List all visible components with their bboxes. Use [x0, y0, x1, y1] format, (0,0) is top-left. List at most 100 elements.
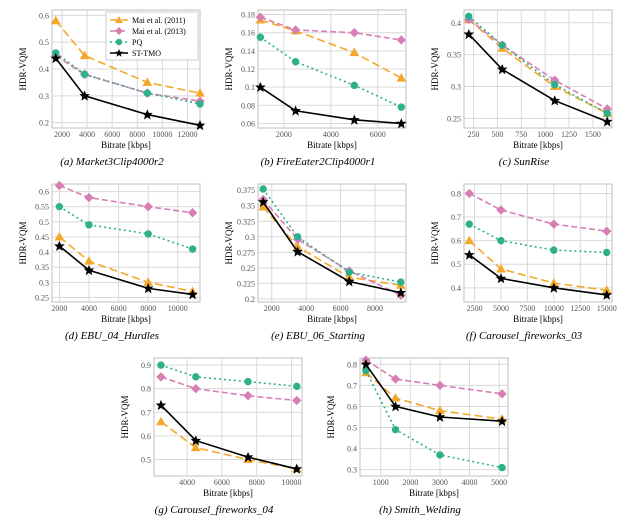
xtick-label: 250: [468, 130, 480, 139]
ytick-label: 0.35: [35, 263, 49, 272]
caption-b: (b) FireEater2Clip4000r1: [224, 156, 412, 168]
xtick-label: 2000: [402, 478, 418, 487]
caption-a: (a) Market3Clip4000r2: [18, 156, 206, 168]
panel-h: 100020003000400050000.30.40.50.60.70.8HD…: [326, 354, 514, 502]
ytick-label: 0.5: [451, 260, 461, 269]
ylabel: HDR-VQM: [430, 47, 440, 90]
xtick-label: 1500: [585, 130, 601, 139]
xtick-label: 8000: [367, 304, 383, 313]
xtick-label: 4000: [462, 478, 478, 487]
xtick-label: 8000: [140, 304, 156, 313]
xtick-label: 6000: [214, 478, 230, 487]
series-marker-pq: [193, 374, 199, 380]
ylabel: HDR-VQM: [18, 47, 28, 90]
ytick-label: 0.7: [451, 213, 461, 222]
xlabel: Bitrate [kbps]: [101, 140, 151, 150]
ytick-label: 0.12: [241, 65, 255, 74]
ytick-label: 0.18: [241, 11, 255, 20]
legend-label-mai2011: Mai et al. (2011): [132, 16, 186, 25]
ytick-label: 0.25: [35, 293, 49, 302]
xtick-label: 2000: [264, 304, 280, 313]
series-marker-pq: [245, 378, 251, 384]
ytick-label: 0.4: [451, 284, 461, 293]
series-marker-pq: [351, 82, 357, 88]
xtick-label: 8000: [249, 478, 265, 487]
ytick-label: 0.375: [237, 186, 255, 195]
legend-label-mai2013: Mai et al. (2013): [132, 27, 186, 36]
ytick-label: 0.8: [451, 189, 461, 198]
series-marker-pq: [158, 362, 164, 368]
ytick-label: 0.7: [141, 408, 151, 417]
ytick-label: 0.8: [141, 385, 151, 394]
ytick-label: 0.6: [347, 402, 357, 411]
series-marker-pq: [466, 221, 472, 227]
legend-label-pq: PQ: [132, 38, 142, 47]
plot-frame: [258, 184, 406, 302]
ytick-label: 0.5: [39, 38, 49, 47]
series-marker-pq: [260, 186, 266, 192]
ytick-label: 0.7: [347, 381, 357, 390]
series-marker-pq: [499, 42, 505, 48]
ytick-label: 0.3: [347, 466, 357, 475]
caption-d: (d) EBU_04_Hurdles: [18, 330, 206, 342]
xtick-label: 6000: [370, 130, 386, 139]
series-marker-pq: [86, 222, 92, 228]
xtick-label: 10000: [152, 130, 172, 139]
series-marker-pq: [498, 237, 504, 243]
ytick-label: 0.6: [451, 237, 461, 246]
xtick-label: 2000: [276, 130, 292, 139]
xtick-label: 10000: [168, 304, 188, 313]
series-marker-pq: [398, 279, 404, 285]
ytick-label: 0.6: [39, 11, 49, 20]
ytick-label: 0.3: [39, 92, 49, 101]
xtick-label: 8000: [129, 130, 145, 139]
xtick-label: 7500: [519, 304, 535, 313]
series-marker-pq: [604, 249, 610, 255]
ytick-label: 0.275: [237, 248, 255, 257]
xtick-label: 4000: [81, 304, 97, 313]
ytick-label: 0.45: [35, 233, 49, 242]
series-marker-pq: [294, 383, 300, 389]
ytick-label: 0.3: [451, 83, 461, 92]
xtick-label: 6000: [333, 304, 349, 313]
ytick-label: 0.1: [245, 83, 255, 92]
xtick-label: 2000: [51, 304, 67, 313]
series-marker-pq: [551, 247, 557, 253]
series-marker-pq: [466, 13, 472, 19]
ytick-label: 0.9: [141, 361, 151, 370]
ytick-label: 0.3: [245, 233, 255, 242]
caption-e: (e) EBU_06_Starting: [224, 330, 412, 342]
xtick-label: 6000: [111, 304, 127, 313]
series-marker-pq: [189, 246, 195, 252]
caption-f: (f) Carousel_fireworks_03: [430, 330, 618, 342]
xtick-label: 500: [491, 130, 503, 139]
series-marker-pq: [197, 101, 203, 107]
ytick-label: 0.2: [245, 295, 255, 304]
series-marker-pq: [392, 426, 398, 432]
xtick-label: 12500: [570, 304, 590, 313]
caption-h: (h) Smith_Welding: [326, 504, 514, 516]
ytick-label: 0.325: [237, 217, 255, 226]
ylabel: HDR-VQM: [18, 221, 28, 264]
xtick-label: 15000: [597, 304, 617, 313]
ylabel: HDR-VQM: [120, 395, 130, 438]
xtick-label: 12000: [177, 130, 197, 139]
series-marker-pq: [257, 34, 263, 40]
ytick-label: 0.5: [39, 218, 49, 227]
xtick-label: 1250: [561, 130, 577, 139]
ytick-label: 0.14: [241, 47, 255, 56]
legend: Mai et al. (2011) Mai et al. (2013) PQ ST-T…: [106, 12, 198, 60]
legend-label-sttmo: ST-TMO: [132, 49, 161, 58]
xtick-label: 10000: [282, 478, 302, 487]
ytick-label: 0.225: [237, 279, 255, 288]
xtick-label: 2500: [467, 304, 483, 313]
xtick-label: 1000: [537, 130, 553, 139]
xtick-label: 5000: [491, 478, 507, 487]
series-marker-pq: [552, 81, 558, 87]
xtick-label: 4000: [79, 130, 95, 139]
ytick-label: 0.4: [39, 65, 49, 74]
series-marker-pq: [294, 234, 300, 240]
xtick-label: 750: [515, 130, 527, 139]
ytick-label: 0.5: [347, 424, 357, 433]
ytick-label: 0.4: [347, 445, 357, 454]
